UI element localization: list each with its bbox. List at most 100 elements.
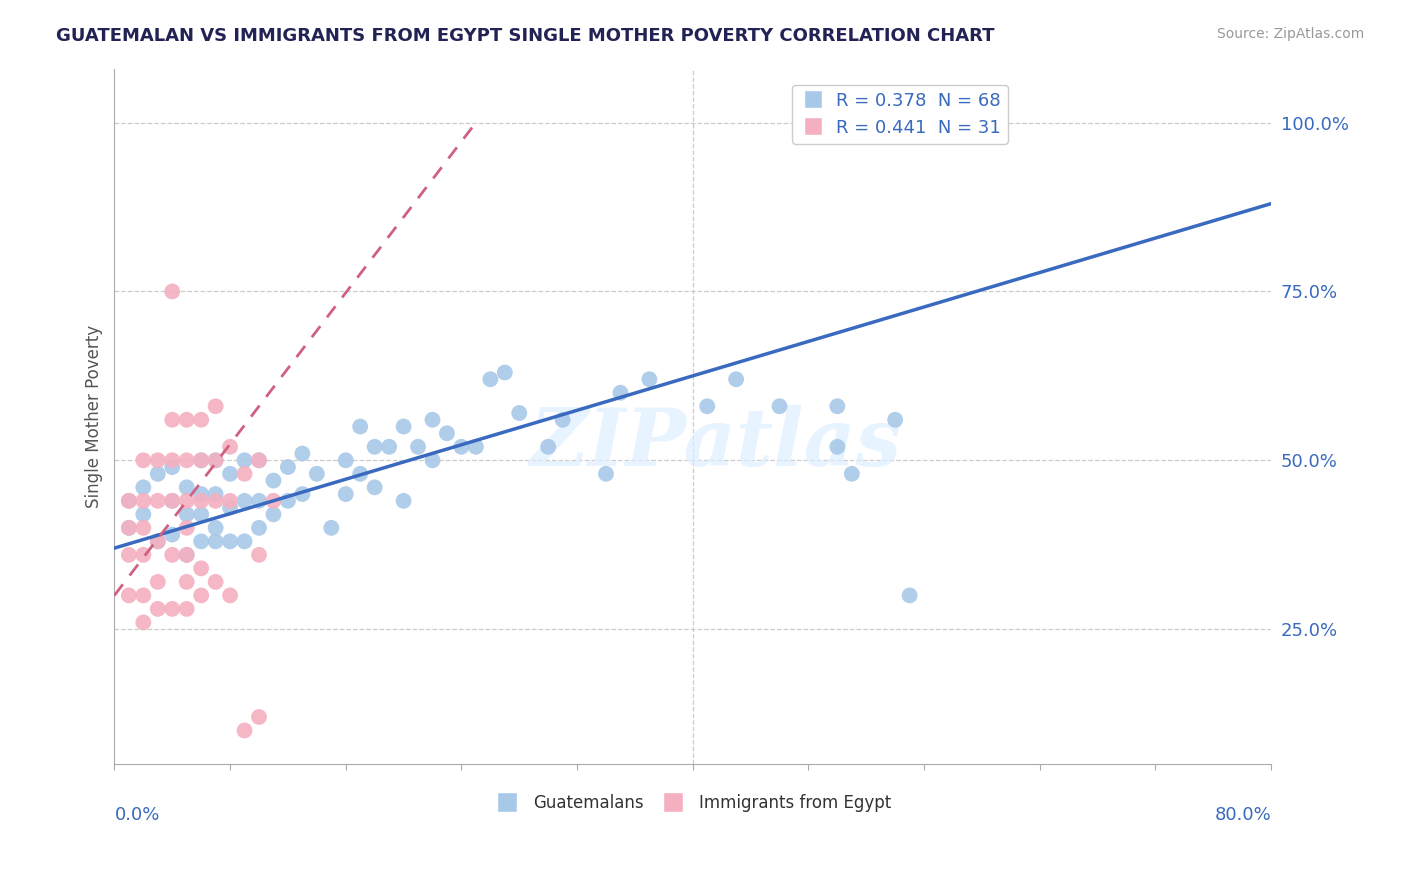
- Point: [190, 493, 212, 508]
- Point: [494, 366, 516, 380]
- Point: [219, 493, 242, 508]
- Point: [190, 453, 212, 467]
- Point: [349, 467, 371, 481]
- Point: [450, 440, 472, 454]
- Point: [132, 453, 155, 467]
- Point: [162, 460, 184, 475]
- Point: [233, 453, 256, 467]
- Point: [363, 480, 385, 494]
- Point: [190, 508, 212, 522]
- Point: [247, 453, 270, 467]
- Point: [392, 493, 415, 508]
- Point: [335, 453, 357, 467]
- Point: [132, 480, 155, 494]
- Point: [291, 446, 314, 460]
- Point: [233, 493, 256, 508]
- Point: [190, 561, 212, 575]
- Point: [132, 588, 155, 602]
- Point: [176, 521, 198, 535]
- Point: [262, 493, 284, 508]
- Point: [162, 285, 184, 299]
- Point: [118, 588, 141, 602]
- Point: [247, 548, 270, 562]
- Y-axis label: Single Mother Poverty: Single Mother Poverty: [86, 325, 103, 508]
- Text: 0.0%: 0.0%: [114, 806, 160, 824]
- Point: [436, 426, 458, 441]
- Point: [162, 527, 184, 541]
- Point: [190, 534, 212, 549]
- Point: [204, 521, 226, 535]
- Point: [204, 399, 226, 413]
- Point: [262, 508, 284, 522]
- Point: [262, 474, 284, 488]
- Point: [291, 487, 314, 501]
- Point: [233, 723, 256, 738]
- Point: [551, 413, 574, 427]
- Point: [247, 453, 270, 467]
- Point: [827, 399, 849, 413]
- Point: [219, 534, 242, 549]
- Point: [190, 413, 212, 427]
- Point: [176, 548, 198, 562]
- Point: [132, 508, 155, 522]
- Point: [132, 493, 155, 508]
- Point: [176, 493, 198, 508]
- Point: [378, 440, 401, 454]
- Point: [247, 493, 270, 508]
- Point: [841, 467, 863, 481]
- Point: [277, 460, 299, 475]
- Point: [146, 467, 169, 481]
- Point: [609, 385, 631, 400]
- Point: [392, 419, 415, 434]
- Point: [595, 467, 617, 481]
- Point: [219, 588, 242, 602]
- Point: [884, 413, 907, 427]
- Point: [464, 440, 486, 454]
- Point: [204, 574, 226, 589]
- Point: [176, 602, 198, 616]
- Point: [146, 574, 169, 589]
- Point: [363, 440, 385, 454]
- Point: [118, 521, 141, 535]
- Point: [176, 508, 198, 522]
- Point: [422, 453, 444, 467]
- Point: [204, 487, 226, 501]
- Point: [176, 480, 198, 494]
- Point: [247, 521, 270, 535]
- Point: [190, 487, 212, 501]
- Point: [305, 467, 328, 481]
- Point: [204, 453, 226, 467]
- Point: [176, 453, 198, 467]
- Point: [190, 453, 212, 467]
- Point: [176, 548, 198, 562]
- Point: [406, 440, 429, 454]
- Point: [176, 574, 198, 589]
- Point: [827, 440, 849, 454]
- Point: [537, 440, 560, 454]
- Point: [219, 467, 242, 481]
- Point: [190, 588, 212, 602]
- Point: [132, 548, 155, 562]
- Point: [146, 602, 169, 616]
- Text: 80.0%: 80.0%: [1215, 806, 1271, 824]
- Point: [219, 500, 242, 515]
- Point: [176, 413, 198, 427]
- Point: [508, 406, 530, 420]
- Point: [233, 467, 256, 481]
- Point: [146, 534, 169, 549]
- Point: [118, 521, 141, 535]
- Point: [768, 399, 790, 413]
- Point: [118, 548, 141, 562]
- Point: [696, 399, 718, 413]
- Point: [162, 413, 184, 427]
- Point: [162, 548, 184, 562]
- Point: [349, 419, 371, 434]
- Legend: Guatemalans, Immigrants from Egypt: Guatemalans, Immigrants from Egypt: [488, 788, 897, 819]
- Text: GUATEMALAN VS IMMIGRANTS FROM EGYPT SINGLE MOTHER POVERTY CORRELATION CHART: GUATEMALAN VS IMMIGRANTS FROM EGYPT SING…: [56, 27, 994, 45]
- Point: [638, 372, 661, 386]
- Point: [162, 493, 184, 508]
- Point: [204, 493, 226, 508]
- Point: [132, 615, 155, 630]
- Point: [162, 493, 184, 508]
- Point: [219, 440, 242, 454]
